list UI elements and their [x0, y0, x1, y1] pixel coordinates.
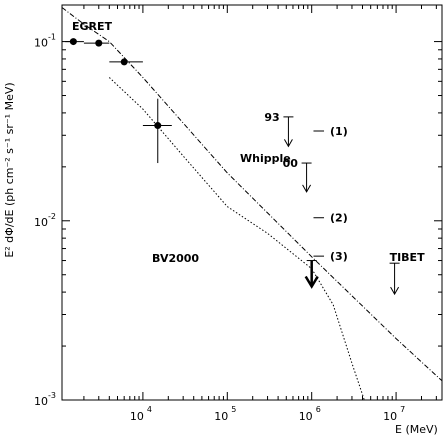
x-tick-label: 10: [299, 410, 313, 423]
upper-limit-head: [283, 139, 293, 148]
data-points: [65, 38, 172, 164]
y-tick-label: 10: [34, 37, 48, 50]
egret-line-line: [61, 7, 443, 382]
y-tick-label: 10: [34, 216, 48, 229]
x-tick-label: 10: [383, 410, 397, 423]
x-tick-exponent: 7: [400, 405, 405, 414]
egret-data-point: [154, 122, 162, 130]
y-tick-label: 10: [34, 395, 48, 408]
upper-limit-head: [302, 184, 312, 193]
egret-data-point: [95, 39, 103, 47]
x-tick-label: 10: [214, 410, 228, 423]
x-tick-label: 10: [130, 410, 144, 423]
x-tick-exponent: 5: [231, 405, 236, 414]
whipple-annotation: Whipple: [240, 152, 291, 165]
y-tick-exponent: -2: [48, 212, 56, 221]
x-axis-label: E (MeV): [395, 423, 438, 436]
scenario-label: (3): [330, 250, 348, 263]
upper-limit-head: [304, 275, 319, 289]
bv2000-annotation: BV2000: [152, 252, 199, 265]
ticks-layer: [62, 5, 442, 401]
plot-frame: [61, 4, 443, 401]
x-tick-exponent: 6: [316, 405, 321, 414]
scenario-label: (1): [330, 125, 348, 138]
egret-data-point: [69, 38, 77, 46]
upper-limits: 93 00 TIBET (1) (2) (3): [264, 111, 425, 296]
egret-annotation: EGRET: [72, 20, 113, 33]
egret-data-point: [120, 58, 128, 66]
scenario-label: (2): [330, 212, 348, 225]
upper-limit-label: TIBET: [390, 251, 425, 264]
y-tick-exponent: -3: [48, 391, 56, 400]
series-lines: [61, 7, 443, 401]
y-tick-exponent: -1: [48, 33, 56, 42]
upper-limit-label: 93: [264, 111, 279, 124]
x-tick-exponent: 4: [147, 405, 152, 414]
upper-limit-head: [390, 286, 400, 296]
y-axis-label: E² dΦ/dE (ph cm⁻² s⁻¹ sr⁻¹ MeV): [3, 82, 16, 257]
upper-limit-label: 00: [283, 157, 299, 170]
